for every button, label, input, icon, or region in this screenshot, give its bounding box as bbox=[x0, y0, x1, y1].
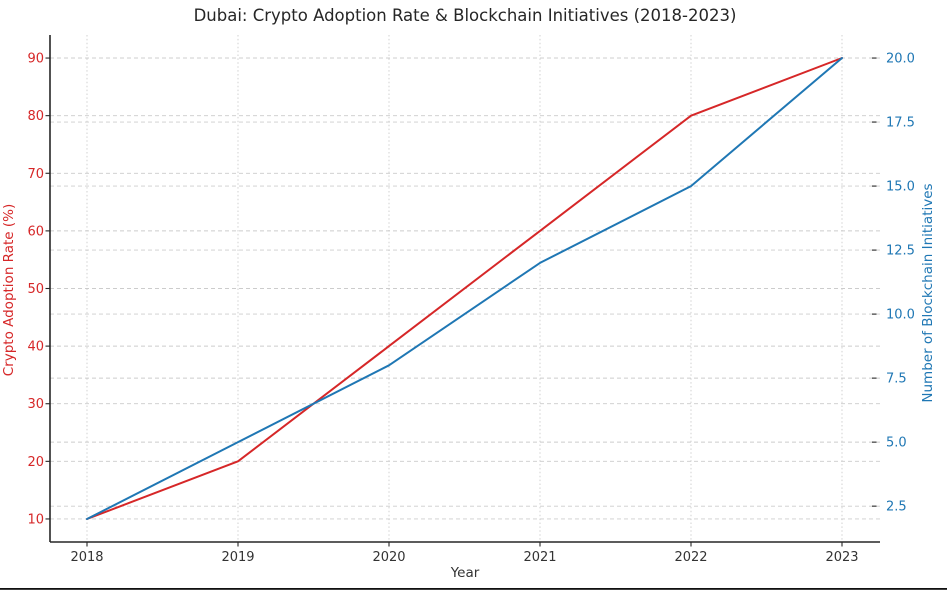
series-line-crypto-adoption-rate bbox=[86, 57, 843, 520]
left-tick-label: 40 bbox=[27, 340, 44, 355]
x-tick-label: 2021 bbox=[523, 550, 556, 565]
right-tick-label: 7.5 bbox=[886, 372, 907, 387]
left-tick-label: 80 bbox=[27, 109, 44, 124]
right-tick-label: 2.5 bbox=[886, 500, 907, 515]
left-tick-label: 90 bbox=[27, 52, 44, 67]
x-tick-label: 2023 bbox=[825, 550, 858, 565]
right-y-axis-label: Number of Blockchain Initiatives bbox=[920, 183, 936, 402]
series-line-number-of-blockchain-initiatives bbox=[86, 57, 843, 520]
x-tick-label: 2019 bbox=[221, 550, 254, 565]
left-y-axis-label: Crypto Adoption Rate (%) bbox=[1, 204, 17, 377]
series-lines bbox=[86, 57, 843, 520]
right-tick-label: 15.0 bbox=[886, 180, 915, 195]
chart-title: Dubai: Crypto Adoption Rate & Blockchain… bbox=[194, 6, 737, 25]
left-tick-label: 50 bbox=[27, 282, 44, 297]
axes-spines-ticks bbox=[45, 35, 880, 547]
left-tick-label: 30 bbox=[27, 397, 44, 412]
x-axis-label: Year bbox=[450, 565, 480, 581]
x-tick-label: 2018 bbox=[70, 550, 103, 565]
x-tick-label: 2022 bbox=[674, 550, 707, 565]
left-tick-label: 70 bbox=[27, 167, 44, 182]
right-tick-label: 12.5 bbox=[886, 244, 915, 259]
left-tick-label: 10 bbox=[27, 512, 44, 527]
right-tick-label: 10.0 bbox=[886, 308, 915, 323]
left-tick-label: 20 bbox=[27, 455, 44, 470]
x-tick-label: 2020 bbox=[372, 550, 405, 565]
bottom-window-border bbox=[0, 588, 947, 590]
right-tick-label: 17.5 bbox=[886, 116, 915, 131]
tick-labels: 10 20 30 40 50 60 70 80 90 2.5 5.0 7.5 10.0 12.5 15.0 1… bbox=[27, 52, 915, 565]
right-tick-label: 5.0 bbox=[886, 436, 907, 451]
right-tick-label: 20.0 bbox=[886, 52, 915, 67]
left-tick-label: 60 bbox=[27, 224, 44, 239]
